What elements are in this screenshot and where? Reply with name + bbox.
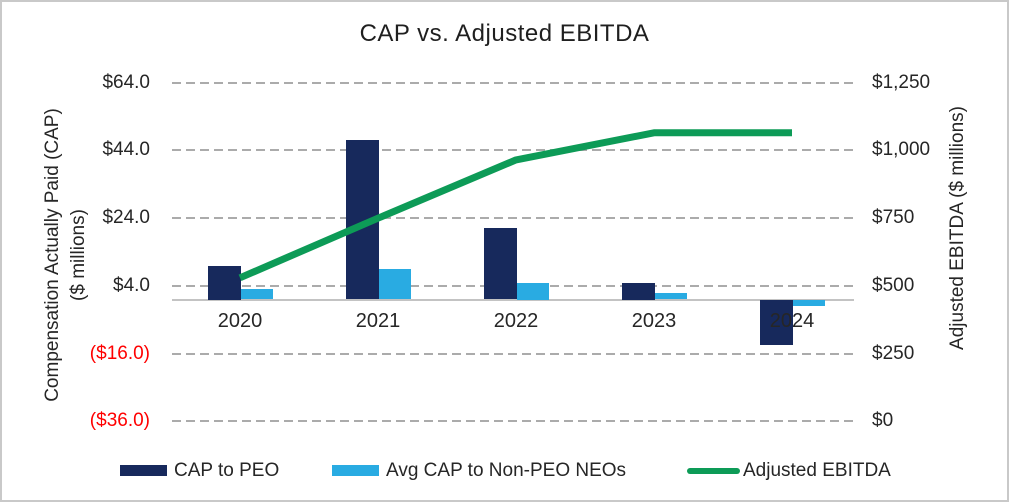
gridline xyxy=(172,217,854,220)
right-axis-tick: $0 xyxy=(872,410,894,432)
gridline xyxy=(172,352,854,355)
left-axis-tick: ($16.0) xyxy=(89,342,150,364)
left-axis-tick: $4.0 xyxy=(113,274,150,296)
bar-cap-non-peo-2020 xyxy=(241,289,273,300)
x-axis-label-2023: 2023 xyxy=(631,310,677,332)
bar-cap-non-peo-2022 xyxy=(517,282,549,300)
legend-swatch-cap-non-peo xyxy=(332,465,379,476)
bar-cap-peo-2023 xyxy=(622,282,655,300)
legend-label-cap-non-peo: Avg CAP to Non-PEO NEOs xyxy=(386,460,627,481)
right-axis-tick: $1,250 xyxy=(872,71,931,93)
left-axis-tick: $64.0 xyxy=(102,71,150,93)
legend-label-cap-peo: CAP to PEO xyxy=(174,460,280,481)
legend-swatch-cap-peo xyxy=(120,465,167,476)
right-axis-tick: $750 xyxy=(872,207,915,229)
left-axis-tick: $44.0 xyxy=(102,139,150,161)
bar-cap-peo-2024 xyxy=(760,299,793,346)
legend-swatch-ebitda-line xyxy=(687,468,740,474)
x-axis-label-2024: 2024 xyxy=(769,310,815,332)
gridline xyxy=(172,420,854,423)
bar-cap-non-peo-2023 xyxy=(655,292,687,300)
right-axis-tick: $500 xyxy=(872,274,915,296)
bar-cap-peo-2021 xyxy=(346,140,379,300)
left-axis-tick: ($36.0) xyxy=(89,410,150,432)
bar-cap-peo-2022 xyxy=(484,228,517,300)
x-axis-label-2022: 2022 xyxy=(493,310,539,332)
bar-cap-peo-2020 xyxy=(208,265,241,300)
right-axis-tick: $1,000 xyxy=(872,139,931,161)
x-axis-label-2020: 2020 xyxy=(217,310,263,332)
chart-title: CAP vs. Adjusted EBITDA xyxy=(359,20,650,47)
x-axis-line xyxy=(172,298,854,301)
bar-cap-non-peo-2024 xyxy=(793,299,825,307)
bar-cap-non-peo-2021 xyxy=(379,269,411,300)
left-axis-tick: $24.0 xyxy=(102,207,150,229)
gridline xyxy=(172,149,854,152)
x-axis-label-2021: 2021 xyxy=(355,310,401,332)
right-axis-tick: $250 xyxy=(872,342,915,364)
gridline xyxy=(172,81,854,84)
legend-label-ebitda: Adjusted EBITDA xyxy=(743,460,891,481)
